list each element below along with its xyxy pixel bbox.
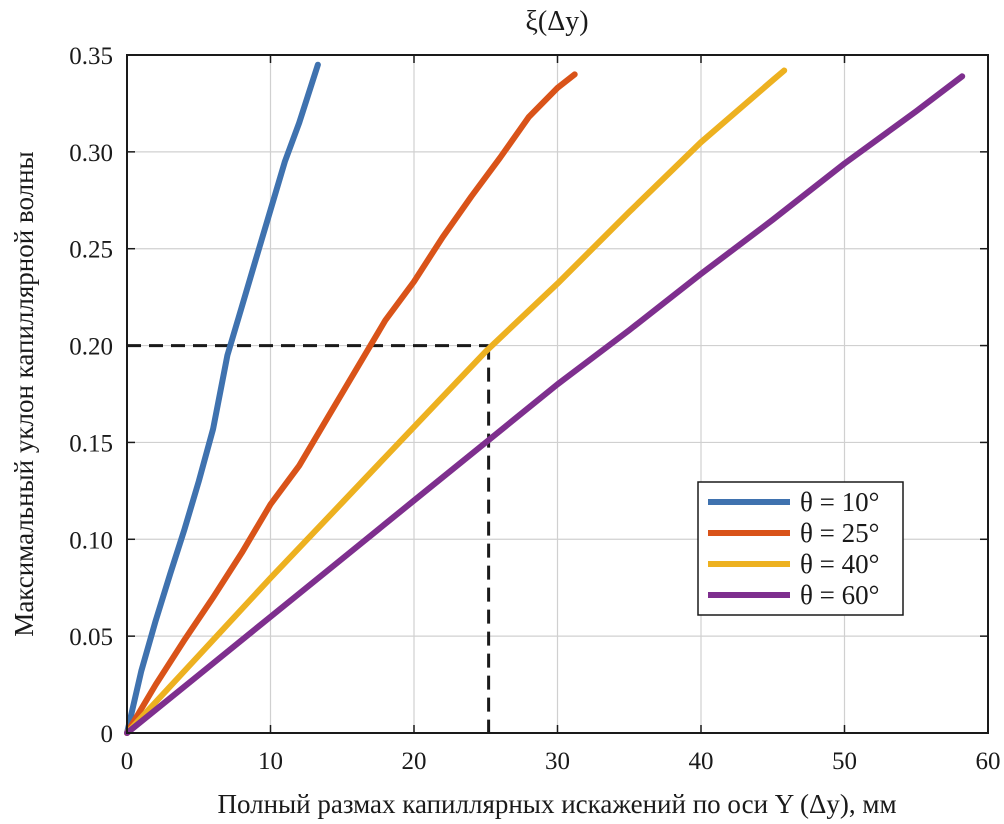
x-tick-label: 40	[689, 748, 714, 775]
y-tick-label: 0	[101, 721, 114, 748]
series-line-2	[124, 71, 578, 736]
series-lines	[124, 61, 966, 736]
x-tick-label: 60	[976, 748, 1001, 775]
y-tick-label: 0.15	[69, 430, 113, 457]
x-tick-label: 10	[258, 748, 283, 775]
legend-label: θ = 10°	[800, 487, 879, 517]
y-tick-label: 0.10	[69, 527, 113, 554]
x-tick-label: 20	[402, 748, 427, 775]
legend: θ = 10°θ = 25°θ = 40°θ = 60°	[697, 481, 904, 616]
y-tick-label: 0.20	[69, 334, 113, 361]
x-tick-label: 30	[545, 748, 570, 775]
series-line-1	[124, 61, 321, 736]
tick-labels: 0 10 20 30 40 50 60 0 0.05 0.10 0.15 0.20 0.25 0.30 0.…	[69, 43, 1000, 775]
legend-label: θ = 40°	[800, 549, 879, 579]
series-line-4	[124, 73, 966, 736]
x-tick-label: 0	[121, 748, 134, 775]
legend-label: θ = 60°	[800, 580, 879, 610]
y-tick-label: 0.25	[69, 237, 113, 264]
y-axis-title: Максимальный уклон капиллярной волны	[9, 151, 39, 636]
y-tick-label: 0.05	[69, 624, 113, 651]
chart-title: ξ(Δy)	[525, 6, 588, 37]
dashed-guide-lines	[127, 344, 491, 733]
x-axis-title: Полный размах капиллярных искажений по о…	[217, 789, 896, 819]
legend-label: θ = 25°	[800, 518, 879, 548]
y-tick-label: 0.35	[69, 43, 113, 70]
y-tick-label: 0.30	[69, 140, 113, 167]
x-tick-label: 50	[832, 748, 857, 775]
series-line-3	[124, 67, 788, 736]
